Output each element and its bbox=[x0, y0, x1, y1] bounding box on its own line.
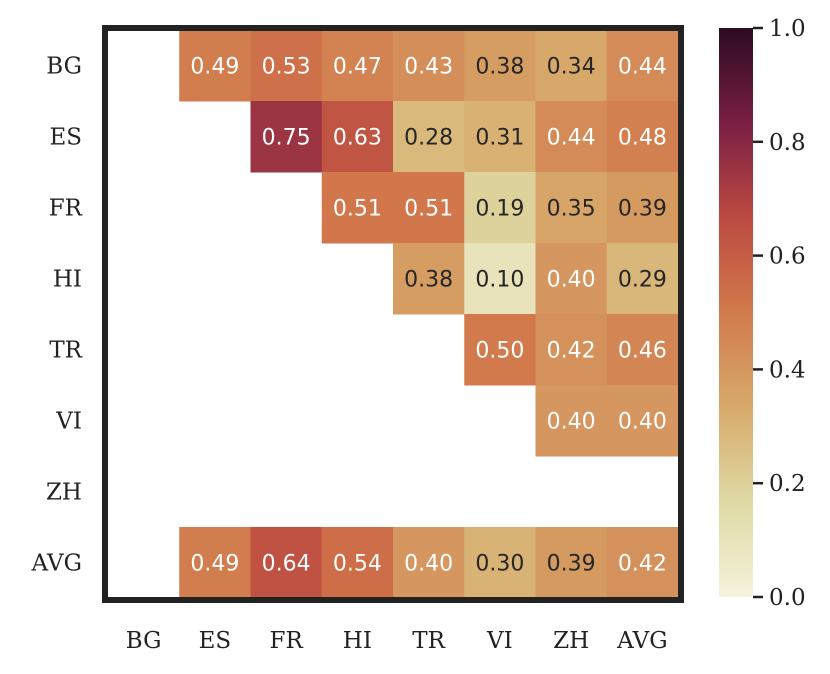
cell-value-label: 0.39 bbox=[547, 552, 596, 577]
heatmap-cell-es-vi bbox=[464, 101, 536, 173]
y-tick-label: TR bbox=[49, 338, 82, 364]
y-tick-label: HI bbox=[53, 267, 82, 293]
y-tick-label: AVG bbox=[31, 551, 82, 577]
x-tick-labels: BG ES FR HI TR VI ZH AVG bbox=[126, 628, 668, 654]
colorbar-tick-label: 0.0 bbox=[769, 585, 806, 611]
heatmap-cell-es-tr bbox=[393, 101, 465, 173]
heatmap-cell-avg-fr bbox=[250, 527, 323, 599]
cell-value-label: 0.38 bbox=[404, 268, 453, 293]
cell-value-label: 0.50 bbox=[475, 339, 524, 364]
heatmap-cell-hi-zh bbox=[535, 243, 608, 315]
cell-value-label: 0.44 bbox=[547, 126, 596, 151]
colorbar-gradient bbox=[719, 28, 753, 597]
colorbar-tick-label: 0.6 bbox=[769, 244, 806, 270]
cell-value-label: 0.40 bbox=[404, 552, 453, 577]
heatmap-cell-bg-fr bbox=[250, 30, 323, 102]
cell-value-label: 0.44 bbox=[618, 55, 667, 80]
colorbar-tick-label: 0.8 bbox=[769, 130, 806, 156]
heatmap-cell-avg-tr bbox=[393, 527, 465, 599]
cell-value-label: 0.46 bbox=[618, 339, 667, 364]
y-tick-label: FR bbox=[49, 196, 83, 222]
heatmap-cells bbox=[179, 30, 679, 599]
colorbar: 0.0 0.2 0.4 0.6 0.8 1.0 bbox=[719, 16, 806, 611]
heatmap-cell-avg-avg bbox=[606, 527, 679, 599]
cell-value-label: 0.28 bbox=[404, 126, 453, 151]
heatmap-cell-hi-tr bbox=[393, 243, 465, 315]
heatmap-cell-tr-avg bbox=[606, 314, 679, 386]
heatmap-cell-vi-avg bbox=[606, 385, 679, 457]
cell-value-label: 0.35 bbox=[547, 197, 596, 222]
heatmap-cell-bg-avg bbox=[606, 30, 679, 102]
cell-value-label: 0.43 bbox=[404, 55, 453, 80]
cell-value-label: 0.48 bbox=[618, 126, 667, 151]
heatmap-cell-fr-avg bbox=[606, 172, 679, 244]
heatmap-cell-bg-zh bbox=[535, 30, 608, 102]
cell-value-label: 0.30 bbox=[475, 552, 524, 577]
cell-value-label: 0.51 bbox=[333, 197, 382, 222]
y-tick-label: BG bbox=[46, 54, 82, 80]
heatmap-cell-es-hi bbox=[321, 101, 394, 173]
x-tick-label: TR bbox=[412, 628, 445, 654]
cell-value-label: 0.64 bbox=[262, 552, 311, 577]
colorbar-tick-label: 1.0 bbox=[769, 16, 806, 42]
cell-value-label: 0.47 bbox=[333, 55, 382, 80]
x-tick-label: BG bbox=[126, 628, 162, 654]
cell-value-label: 0.42 bbox=[547, 339, 596, 364]
heatmap-cell-fr-hi bbox=[321, 172, 394, 244]
heatmap-cell-hi-avg bbox=[606, 243, 679, 315]
colorbar-tick-label: 0.4 bbox=[769, 357, 806, 383]
cell-value-label: 0.19 bbox=[475, 197, 524, 222]
heatmap-cell-fr-vi bbox=[464, 172, 536, 244]
x-tick-label: HI bbox=[343, 628, 372, 654]
heatmap-cell-es-fr bbox=[250, 101, 323, 173]
cell-value-label: 0.10 bbox=[475, 268, 524, 293]
cell-value-label: 0.31 bbox=[475, 126, 524, 151]
cell-value-label: 0.40 bbox=[618, 410, 667, 435]
heatmap-frame bbox=[102, 25, 684, 603]
cell-value-label: 0.49 bbox=[190, 55, 239, 80]
cell-value-labels: 0.49 0.53 0.47 0.43 0.38 0.34 0.44 0.75 0.63 0.28… bbox=[190, 55, 666, 577]
x-tick-label: FR bbox=[269, 628, 303, 654]
cell-value-label: 0.54 bbox=[333, 552, 382, 577]
heatmap-cell-bg-es bbox=[179, 30, 251, 102]
heatmap-cell-fr-tr bbox=[393, 172, 465, 244]
x-tick-label: VI bbox=[486, 628, 513, 654]
heatmap-cell-vi-zh bbox=[535, 385, 608, 457]
cell-value-label: 0.63 bbox=[333, 126, 382, 151]
y-tick-label: ES bbox=[49, 125, 82, 151]
heatmap-cell-avg-es bbox=[179, 527, 251, 599]
cell-value-label: 0.51 bbox=[404, 197, 453, 222]
y-tick-label: VI bbox=[55, 409, 82, 435]
heatmap-cell-hi-vi bbox=[464, 243, 536, 315]
cell-value-label: 0.38 bbox=[475, 55, 524, 80]
heatmap-cell-bg-vi bbox=[464, 30, 536, 102]
y-tick-label: ZH bbox=[46, 480, 82, 506]
cell-value-label: 0.49 bbox=[190, 552, 239, 577]
heatmap-cell-es-avg bbox=[606, 101, 679, 173]
colorbar-tick-label: 0.2 bbox=[769, 471, 806, 497]
heatmap-cell-es-zh bbox=[535, 101, 608, 173]
x-tick-label: AVG bbox=[616, 628, 667, 654]
heatmap-cell-tr-zh bbox=[535, 314, 608, 386]
x-tick-label: ES bbox=[199, 628, 232, 654]
cell-value-label: 0.29 bbox=[618, 268, 667, 293]
cell-value-label: 0.42 bbox=[618, 552, 667, 577]
cell-value-label: 0.75 bbox=[262, 126, 311, 151]
cell-value-label: 0.34 bbox=[547, 55, 596, 80]
heatmap-cell-fr-zh bbox=[535, 172, 608, 244]
y-tick-labels: BG ES FR HI TR VI ZH AVG bbox=[31, 54, 83, 577]
heatmap-cell-tr-vi bbox=[464, 314, 536, 386]
heatmap-cell-avg-zh bbox=[535, 527, 608, 599]
cell-value-label: 0.40 bbox=[547, 410, 596, 435]
x-tick-label: ZH bbox=[553, 628, 589, 654]
cell-value-label: 0.40 bbox=[547, 268, 596, 293]
heatmap-cell-bg-tr bbox=[393, 30, 465, 102]
cell-value-label: 0.39 bbox=[618, 197, 667, 222]
heatmap-cell-avg-hi bbox=[321, 527, 394, 599]
cell-value-label: 0.53 bbox=[262, 55, 311, 80]
heatmap-cell-bg-hi bbox=[321, 30, 394, 102]
heatmap-cell-avg-vi bbox=[464, 527, 536, 599]
